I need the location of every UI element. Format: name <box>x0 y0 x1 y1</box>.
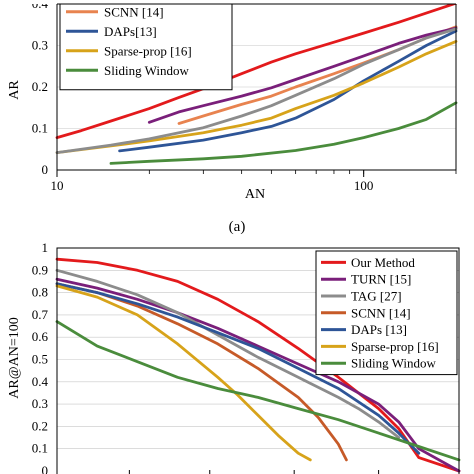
top-y-tick-label: 0 <box>42 162 49 177</box>
bottom-y-tick-label: 0.2 <box>32 418 48 433</box>
top-legend-box <box>59 0 233 91</box>
top-series-line-sliding-window <box>109 101 458 165</box>
top-y-tick-label: 0.1 <box>32 121 48 136</box>
bottom-y-tick-label: 0.1 <box>32 441 48 456</box>
bottom-legend-label-scnn-14: SCNN [14] <box>351 305 411 320</box>
top-series-line-e31a1c <box>55 1 458 140</box>
bottom-legend-label-our-method: Our Method <box>351 255 415 270</box>
top-y-tick-label: 0.4 <box>32 0 49 11</box>
bottom-y-tick-label: 0.9 <box>32 262 48 277</box>
top-series-line-sparse-prop-16 <box>55 40 458 155</box>
top-legend-label-scnn-14: SCNN [14] <box>104 4 164 19</box>
chart-top: 0 0.1 0.2 0.3 0.4 10 100 AN AR SCNN [14] DAPs[1… <box>0 0 474 202</box>
bottom-y-tick-label: 0.8 <box>32 285 48 300</box>
bottom-y-tick-label: 0.4 <box>32 374 49 389</box>
bottom-y-tick-label: 0.7 <box>32 307 49 322</box>
bottom-series-line-turn-15 <box>55 277 461 473</box>
bottom-series-line-sparse-prop-16 <box>55 284 312 462</box>
top-legend: SCNN [14] DAPs[13] Sparse-prop [16] Sliding… <box>0 0 474 91</box>
bottom-series-layer <box>55 257 461 473</box>
bottom-y-tick-label: 0.5 <box>32 352 48 367</box>
top-legend-label-sliding-window: Sliding Window <box>104 63 189 78</box>
top-series-line-7a1f7a <box>147 26 458 124</box>
bottom-plot-frame <box>56 247 460 474</box>
chart-bottom: 00.10.20.30.40.50.60.70.80.91 AR@AN=100 … <box>7 240 461 474</box>
bottom-legend: Our Method TURN [15] TAG [27]SCNN [14] DAPs… <box>315 250 458 376</box>
bottom-series-line-daps-13 <box>55 282 421 455</box>
top-y-tick-label: 0.2 <box>32 79 48 94</box>
top-legend-label-daps-13: DAPs[13] <box>104 24 157 39</box>
top-x-axis-title: AN <box>245 187 265 202</box>
top-series-line-daps-13 <box>118 29 458 153</box>
bottom-series-line-tag-27 <box>55 268 401 439</box>
caption-a: (a) <box>229 219 246 235</box>
top-tick-labels: 0 0.1 0.2 0.3 0.4 10 100 <box>32 0 374 193</box>
bottom-y-tick-label: 0.6 <box>32 329 49 344</box>
bottom-y-tick-label: 1 <box>42 240 49 255</box>
bottom-y-tick-label: 0 <box>42 463 49 474</box>
bottom-tick-labels: 0 0.1 0.2 0.3 0.4 0.5 0.6 0.7 0.8 0.9 1 <box>32 240 49 474</box>
bottom-legend-label-tag-27: TAG [27] <box>351 289 402 304</box>
top-series-layer <box>55 1 458 165</box>
top-legend-label-sparse-prop-16: Sparse-prop [16] <box>104 43 192 58</box>
bottom-series-line-our-method <box>55 257 461 473</box>
bottom-y-tick-label: 0.3 <box>32 396 48 411</box>
top-x-tick-label: 10 <box>51 178 64 193</box>
bottom-series-line-sliding-window <box>55 320 461 462</box>
top-y-tick-label: 0.3 <box>32 38 48 53</box>
top-y-axis-title: AR <box>7 80 22 100</box>
bottom-legend-label-turn-15: TURN [15] <box>351 272 411 287</box>
bottom-axes <box>56 247 460 474</box>
top-edge-clip <box>0 0 474 4</box>
bottom-legend-label-sliding-window: Sliding Window <box>351 356 436 371</box>
top-series-line-8c8c8c <box>55 27 458 155</box>
bottom-y-axis-title: AR@AN=100 <box>7 317 22 398</box>
top-x-tick-label: 100 <box>354 178 374 193</box>
bottom-legend-label-sparse-prop-16: Sparse-prop [16] <box>351 339 439 354</box>
bottom-legend-label-daps-13: DAPs [13] <box>351 322 407 337</box>
